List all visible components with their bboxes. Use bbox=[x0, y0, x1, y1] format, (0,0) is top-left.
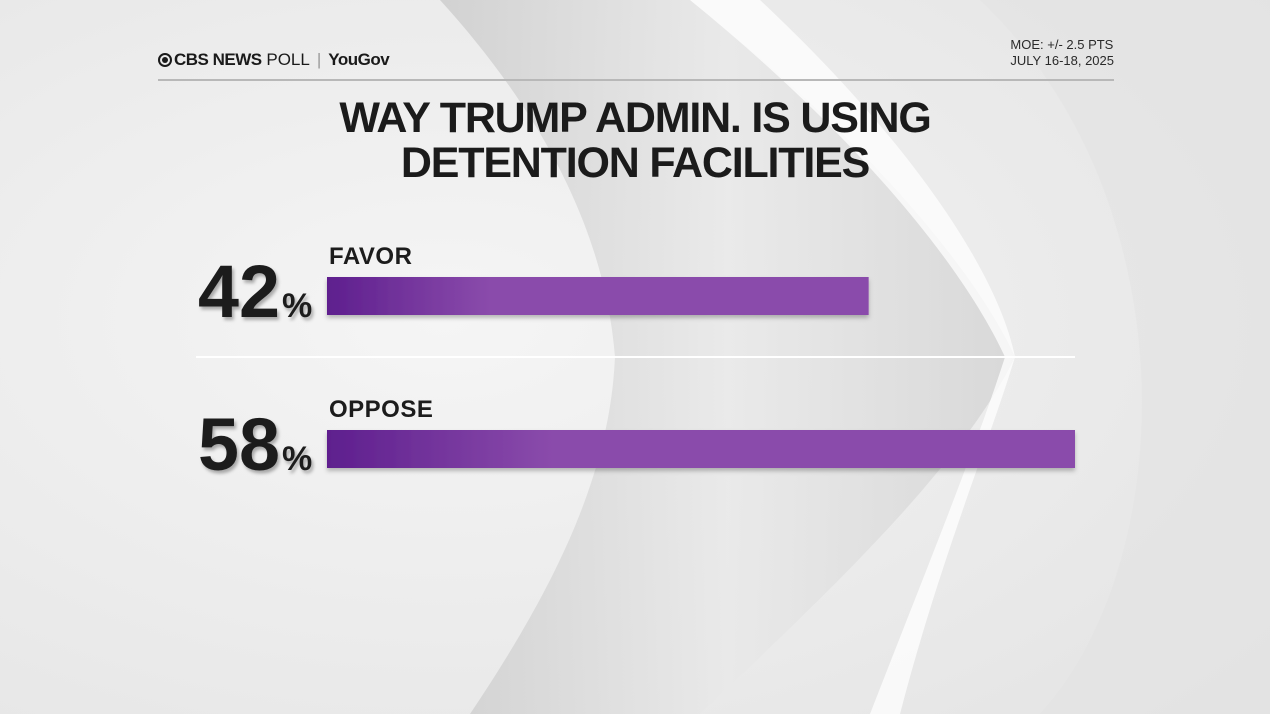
brand-cbs-news: CBS NEWS bbox=[174, 50, 262, 69]
brand-divider: | bbox=[316, 50, 322, 69]
value-suffix-favor: % bbox=[282, 287, 312, 325]
header: CBS NEWS POLL | YouGov MOE: +/- 2.5 PTS JU… bbox=[158, 37, 1114, 81]
chart-title: WAY TRUMP ADMIN. IS USING DETENTION FACI… bbox=[200, 96, 1070, 186]
chart-title-line-2: DETENTION FACILITIES bbox=[400, 139, 870, 187]
bar-favor bbox=[327, 277, 869, 315]
category-label-favor: FAVOR bbox=[329, 243, 412, 270]
margin-of-error: MOE: +/- 2.5 PTS bbox=[1010, 37, 1114, 52]
bar-row-favor: FAVOR 42% bbox=[198, 243, 869, 333]
value-number-oppose: 58 bbox=[198, 403, 280, 486]
header-rule bbox=[158, 79, 1114, 81]
bar-row-oppose: OPPOSE 58% bbox=[198, 396, 1075, 486]
value-suffix-oppose: % bbox=[282, 440, 312, 478]
value-number-favor: 42 bbox=[198, 250, 280, 333]
brand-yougov: YouGov bbox=[328, 50, 390, 69]
value-label-favor: 42% bbox=[198, 250, 312, 333]
poll-dates: JULY 16-18, 2025 bbox=[1010, 53, 1114, 68]
category-label-oppose: OPPOSE bbox=[329, 396, 433, 423]
poll-meta: MOE: +/- 2.5 PTS JULY 16-18, 2025 bbox=[1010, 37, 1114, 69]
bar-oppose bbox=[327, 430, 1075, 468]
brand-poll: POLL bbox=[266, 50, 310, 69]
brand-logo: CBS NEWS POLL | YouGov bbox=[158, 50, 390, 70]
cbs-eye-icon bbox=[158, 53, 172, 67]
chart-title-line-1: WAY TRUMP ADMIN. IS USING bbox=[339, 94, 931, 142]
value-label-oppose: 58% bbox=[198, 403, 312, 486]
